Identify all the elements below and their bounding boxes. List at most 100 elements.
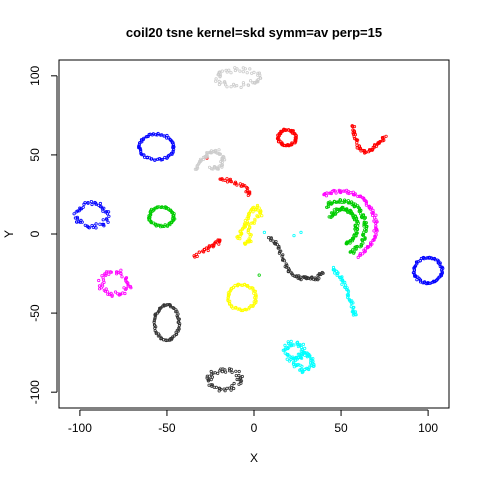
data-point: [346, 294, 350, 298]
data-point: [299, 230, 303, 234]
data-point: [243, 242, 247, 246]
data-point: [366, 245, 370, 249]
data-point: [329, 215, 333, 219]
data-point: [94, 201, 98, 205]
data-point: [337, 188, 341, 192]
data-point: [352, 310, 356, 314]
data-point: [227, 386, 232, 390]
data-point: [246, 193, 250, 197]
data-point: [101, 278, 106, 282]
data-point: [140, 138, 144, 142]
data-point: [214, 79, 218, 83]
data-point: [93, 224, 97, 228]
data-point: [310, 361, 314, 365]
data-points: [72, 66, 445, 393]
data-point: [94, 222, 98, 226]
data-point: [209, 151, 214, 155]
data-point: [216, 73, 220, 77]
data-point: [336, 207, 340, 211]
data-point: [197, 250, 201, 254]
data-point: [303, 367, 307, 372]
data-point: [233, 68, 237, 73]
data-point: [296, 352, 300, 356]
data-point: [311, 356, 315, 361]
data-point: [292, 234, 296, 238]
x-tick-label: 0: [251, 421, 258, 435]
data-point: [237, 373, 241, 378]
data-point: [343, 280, 347, 284]
data-point: [367, 204, 371, 208]
data-point: [220, 69, 224, 73]
data-point: [234, 369, 238, 373]
data-point: [289, 343, 293, 348]
data-point: [292, 360, 296, 364]
data-point: [278, 250, 282, 254]
data-point: [277, 244, 281, 249]
x-tick-label: 50: [334, 421, 348, 435]
data-point: [245, 220, 249, 224]
data-point: [153, 158, 157, 162]
data-point: [208, 165, 212, 169]
data-point: [321, 271, 325, 275]
data-point: [74, 210, 78, 214]
data-point: [368, 242, 373, 246]
data-point: [353, 223, 357, 227]
data-point: [352, 125, 357, 129]
data-point: [233, 66, 237, 70]
data-point: [153, 317, 157, 321]
data-point: [155, 133, 159, 137]
data-point: [301, 342, 305, 346]
data-point: [162, 134, 166, 138]
data-point: [340, 275, 344, 279]
data-point: [334, 200, 338, 204]
data-point: [300, 370, 304, 375]
y-axis: -100 -50 0 50 100: [28, 65, 58, 404]
data-point: [152, 318, 156, 323]
data-point: [290, 142, 294, 147]
data-point: [372, 229, 376, 233]
data-point: [348, 250, 352, 254]
data-point: [262, 230, 266, 234]
data-point: [232, 285, 236, 289]
data-point: [348, 239, 352, 243]
data-point: [176, 315, 180, 319]
data-point: [239, 376, 243, 380]
data-point: [241, 184, 246, 188]
data-point: [162, 304, 166, 308]
data-point: [245, 71, 249, 75]
data-point: [227, 367, 232, 371]
data-point: [149, 211, 153, 216]
data-point: [104, 217, 109, 221]
data-point: [229, 85, 233, 89]
data-point: [225, 180, 230, 184]
data-point: [220, 177, 224, 181]
data-point: [123, 291, 127, 296]
data-point: [292, 365, 296, 369]
data-point: [202, 157, 206, 161]
data-point: [254, 207, 258, 212]
data-point: [251, 221, 255, 225]
data-point: [286, 269, 290, 273]
data-point: [324, 194, 328, 198]
data-point: [372, 143, 377, 147]
data-point: [374, 224, 378, 228]
data-point: [363, 216, 367, 220]
data-point: [224, 68, 228, 72]
data-point: [233, 306, 237, 310]
data-point: [150, 157, 154, 161]
data-point: [289, 339, 293, 343]
data-point: [360, 252, 365, 256]
data-point: [239, 308, 243, 313]
data-point: [357, 147, 361, 151]
data-point: [297, 352, 302, 356]
data-point: [253, 81, 257, 85]
data-point: [248, 67, 252, 71]
data-point: [252, 70, 256, 75]
data-point: [87, 226, 91, 230]
data-point: [210, 375, 214, 379]
data-point: [382, 135, 386, 139]
data-point: [110, 293, 114, 297]
data-point: [329, 211, 334, 215]
data-point: [106, 290, 110, 294]
data-point: [138, 141, 142, 145]
